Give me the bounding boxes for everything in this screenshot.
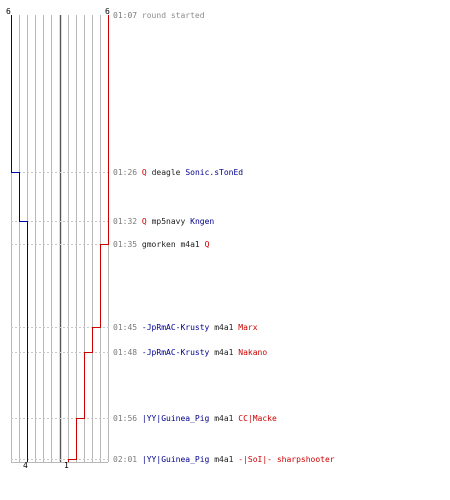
killer-name: -JpRmAC-Krusty: [141, 323, 210, 332]
killer-name: |YY|Guinea_Pig: [141, 414, 210, 423]
kill-event-row: 01:48 -JpRmAC-Krusty m4a1 Nakano: [113, 348, 267, 358]
red-team-line: [68, 15, 109, 462]
event-message: round started: [141, 11, 205, 20]
event-timestamp: 01:32: [113, 217, 138, 226]
event-timestamp: 01:35: [113, 240, 138, 249]
kill-event-row: 01:32 Q mp5navy Kngen: [113, 217, 214, 227]
team-alive-lines: [11, 15, 109, 462]
killer-name: Q: [141, 168, 147, 177]
red-start-count: 6: [105, 7, 110, 16]
weapon-name: m4a1: [180, 240, 200, 249]
killer-name: gmorken: [141, 240, 176, 249]
event-timestamp: 01:45: [113, 323, 138, 332]
weapon-name: m4a1: [214, 414, 234, 423]
killer-name: Q: [141, 217, 147, 226]
kill-event-row: 01:56 |YY|Guinea_Pig m4a1 CC|Macke: [113, 414, 277, 424]
event-timestamp: 01:07: [113, 11, 138, 20]
weapon-name: m4a1: [214, 323, 234, 332]
event-timestamp: 02:01: [113, 455, 138, 464]
event-timestamp: 01:56: [113, 414, 138, 423]
weapon-name: deagle: [151, 168, 181, 177]
killer-name: |YY|Guinea_Pig: [141, 455, 210, 464]
blue-team-line: [11, 15, 28, 462]
killer-name: -JpRmAC-Krusty: [141, 348, 210, 357]
kill-event-row: 01:35 gmorken m4a1 Q: [113, 240, 209, 250]
blue-start-count: 6: [6, 7, 11, 16]
weapon-name: mp5navy: [151, 217, 186, 226]
victim-name: Nakano: [238, 348, 268, 357]
event-timestamp: 01:26: [113, 168, 138, 177]
blue-end-count: 4: [23, 461, 28, 470]
victim-name: Marx: [238, 323, 258, 332]
red-end-count: 1: [64, 461, 69, 470]
player-grid: [11, 15, 109, 463]
victim-name: -|SoI|- sharpshooter: [238, 455, 335, 464]
victim-name: CC|Macke: [238, 414, 277, 423]
kill-event-row: 02:01 |YY|Guinea_Pig m4a1 -|SoI|- sharps…: [113, 455, 335, 465]
round-start-row: 01:07 round started: [113, 11, 205, 21]
victim-name: Q: [204, 240, 210, 249]
kill-event-row: 01:45 -JpRmAC-Krusty m4a1 Marx: [113, 323, 258, 333]
victim-name: Kngen: [190, 217, 215, 226]
victim-name: Sonic.sTonEd: [185, 168, 244, 177]
weapon-name: m4a1: [214, 348, 234, 357]
kill-event-row: 01:26 Q deagle Sonic.sTonEd: [113, 168, 243, 178]
event-timestamp: 01:48: [113, 348, 138, 357]
weapon-name: m4a1: [214, 455, 234, 464]
